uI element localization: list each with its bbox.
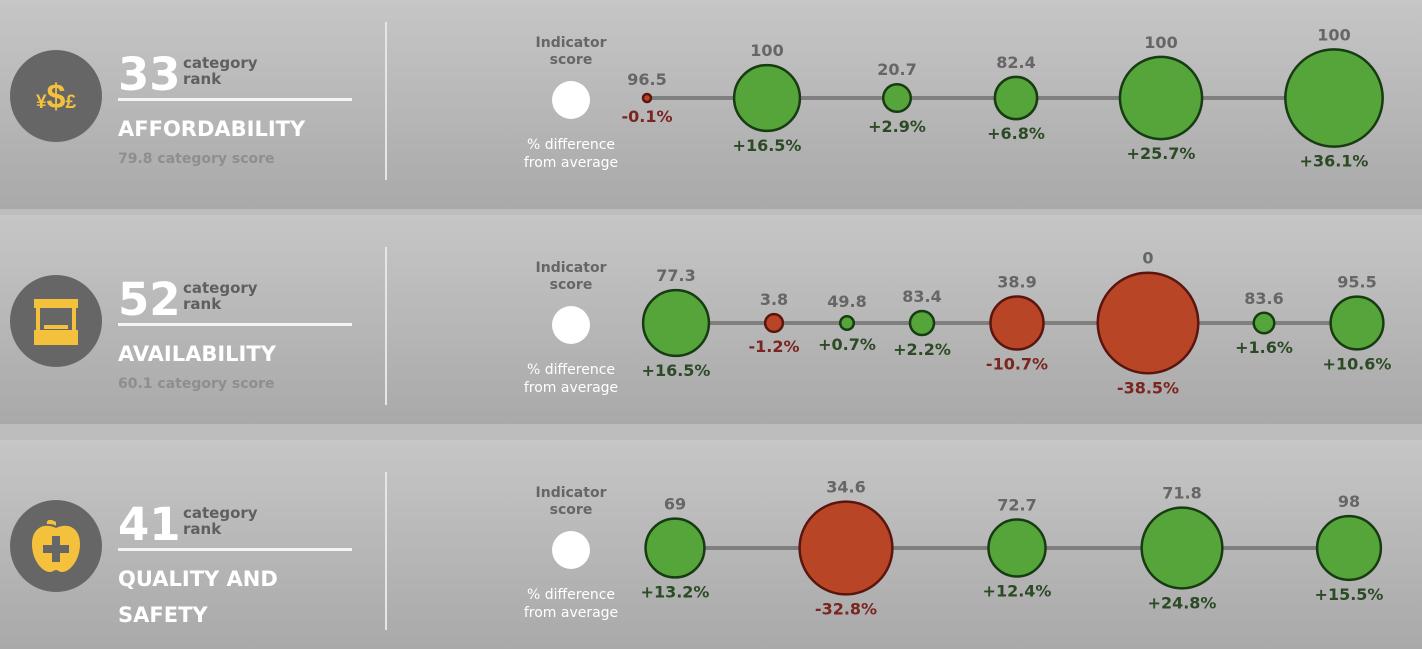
- pct-difference-value: +1.6%: [1235, 338, 1293, 357]
- rank-label: category rank: [183, 54, 258, 88]
- indicator-score-label: 100: [1317, 25, 1350, 44]
- category-rank: 33: [118, 48, 181, 101]
- indicator-bubble[interactable]: [1315, 514, 1383, 582]
- indicator-score-label: 3.8: [760, 290, 788, 309]
- pct-difference-value: -38.5%: [1117, 378, 1179, 397]
- category-row-quality-safety: 41 category rank QUALITY AND SAFETY Indi…: [0, 440, 1422, 649]
- indicator-score-label: 83.6: [1244, 289, 1283, 308]
- indicator-chart-availability: 77.3 +16.5% 3.8 -1.2% 49.8 +0.7% 83.4 +2.2% 38.9…: [641, 249, 1392, 398]
- indicator-score-label: 71.8: [1162, 484, 1201, 503]
- svg-text:¥$£: ¥$£: [36, 78, 77, 116]
- category-rank: 52: [118, 273, 181, 326]
- rank-underline: [118, 548, 352, 551]
- legend-circle: [552, 306, 590, 344]
- category-rank: 41: [118, 498, 181, 551]
- pct-difference-value: +24.8%: [1148, 593, 1217, 612]
- indicator-bubble[interactable]: [987, 518, 1047, 578]
- legend-circle: [552, 81, 590, 119]
- indicator-bubble[interactable]: [1284, 48, 1384, 148]
- market-stall-icon: [10, 275, 102, 367]
- indicator-bubble[interactable]: [993, 75, 1039, 121]
- divider: [385, 22, 387, 180]
- indicator-score-label: Indicator score: [535, 35, 607, 68]
- indicator-score-label: 20.7: [877, 60, 916, 79]
- rank-underline: [118, 98, 352, 101]
- pct-difference-value: +16.5%: [733, 136, 802, 155]
- pct-difference-value: -0.1%: [621, 107, 672, 126]
- category-name: AVAILABILITY: [118, 342, 276, 366]
- indicator-score-label: 77.3: [656, 266, 695, 285]
- category-name: AFFORDABILITY: [118, 117, 306, 141]
- indicator-chart-quality-safety: 69 +13.2% 34.6 -32.8% 72.7 +12.4% 71.8 +24.8% 98…: [641, 478, 1384, 619]
- category-name: QUALITY AND SAFETY: [118, 567, 278, 627]
- pct-difference-value: +6.8%: [987, 124, 1045, 143]
- pct-difference-value: +15.5%: [1315, 585, 1384, 604]
- pct-difference-value: +2.2%: [893, 340, 951, 359]
- indicator-score-label: 49.8: [827, 292, 866, 311]
- divider: [385, 247, 387, 405]
- rank-label: category rank: [183, 279, 258, 313]
- indicator-score-label: 95.5: [1337, 273, 1376, 292]
- currency-icon: ¥$£: [10, 50, 102, 142]
- pct-difference-value: +2.9%: [868, 117, 926, 136]
- pct-difference-label: % difference from average: [523, 362, 619, 396]
- category-score: 79.8 category score: [118, 151, 275, 167]
- pct-difference-value: -10.7%: [986, 354, 1048, 373]
- pct-difference-label: % difference from average: [523, 587, 619, 621]
- rank-underline: [118, 323, 352, 326]
- category-score: 60.1 category score: [118, 376, 275, 392]
- indicator-chart-affordability: 96.5 -0.1% 100 +16.5% 20.7 +2.9% 82.4 +6.8% 100 +…: [621, 25, 1384, 171]
- pct-difference-value: -32.8%: [815, 599, 877, 618]
- rank-label: category rank: [183, 504, 258, 538]
- indicator-score-label: 83.4: [902, 287, 941, 306]
- divider: [385, 472, 387, 630]
- pct-difference-value: +13.2%: [641, 582, 710, 601]
- indicator-bubble[interactable]: [763, 312, 785, 334]
- indicator-score-label: 96.5: [627, 70, 666, 89]
- legend-circle: [552, 531, 590, 569]
- indicator-bubble[interactable]: [1118, 55, 1204, 141]
- indicator-score-label: 82.4: [996, 53, 1035, 72]
- indicator-score-label: 0: [1142, 249, 1153, 268]
- indicator-score-label: 100: [750, 41, 783, 60]
- pct-difference-value: +12.4%: [983, 582, 1052, 601]
- indicator-bubble[interactable]: [838, 314, 856, 332]
- indicator-bubble[interactable]: [908, 309, 936, 337]
- pct-difference-value: +0.7%: [818, 335, 876, 354]
- indicator-score-label: Indicator score: [535, 260, 607, 293]
- indicator-bubble[interactable]: [1329, 295, 1385, 351]
- indicator-bubble[interactable]: [1096, 271, 1200, 375]
- pct-difference-value: +10.6%: [1323, 354, 1392, 373]
- pct-difference-value: +36.1%: [1300, 152, 1369, 171]
- category-row-availability: 52 category rank AVAILABILITY 60.1 categ…: [0, 215, 1422, 424]
- pct-difference-label: % difference from average: [523, 137, 619, 171]
- apple-plus-icon: [10, 500, 102, 592]
- indicator-bubble[interactable]: [1140, 506, 1224, 590]
- indicator-score-label: 69: [664, 495, 686, 514]
- indicator-bubble[interactable]: [732, 63, 802, 133]
- indicator-score-label: Indicator score: [535, 485, 607, 518]
- indicator-bubble[interactable]: [798, 500, 894, 596]
- indicator-bubble[interactable]: [881, 82, 913, 114]
- indicator-bubble[interactable]: [989, 295, 1045, 351]
- category-row-affordability: ¥$£ 33 category rank AFFORDABILITY 79.8 …: [0, 0, 1422, 209]
- indicator-score-label: 98: [1338, 492, 1360, 511]
- indicator-bubble[interactable]: [1252, 311, 1276, 335]
- indicator-bubble[interactable]: [641, 92, 653, 104]
- pct-difference-value: -1.2%: [748, 337, 799, 356]
- pct-difference-value: +25.7%: [1127, 144, 1196, 163]
- indicator-score-label: 100: [1144, 33, 1177, 52]
- indicator-score-label: 38.9: [997, 273, 1036, 292]
- indicator-bubble[interactable]: [641, 288, 711, 358]
- indicator-bubble[interactable]: [644, 517, 706, 579]
- indicator-score-label: 34.6: [826, 478, 865, 497]
- pct-difference-value: +16.5%: [642, 361, 711, 380]
- indicator-score-label: 72.7: [997, 495, 1036, 514]
